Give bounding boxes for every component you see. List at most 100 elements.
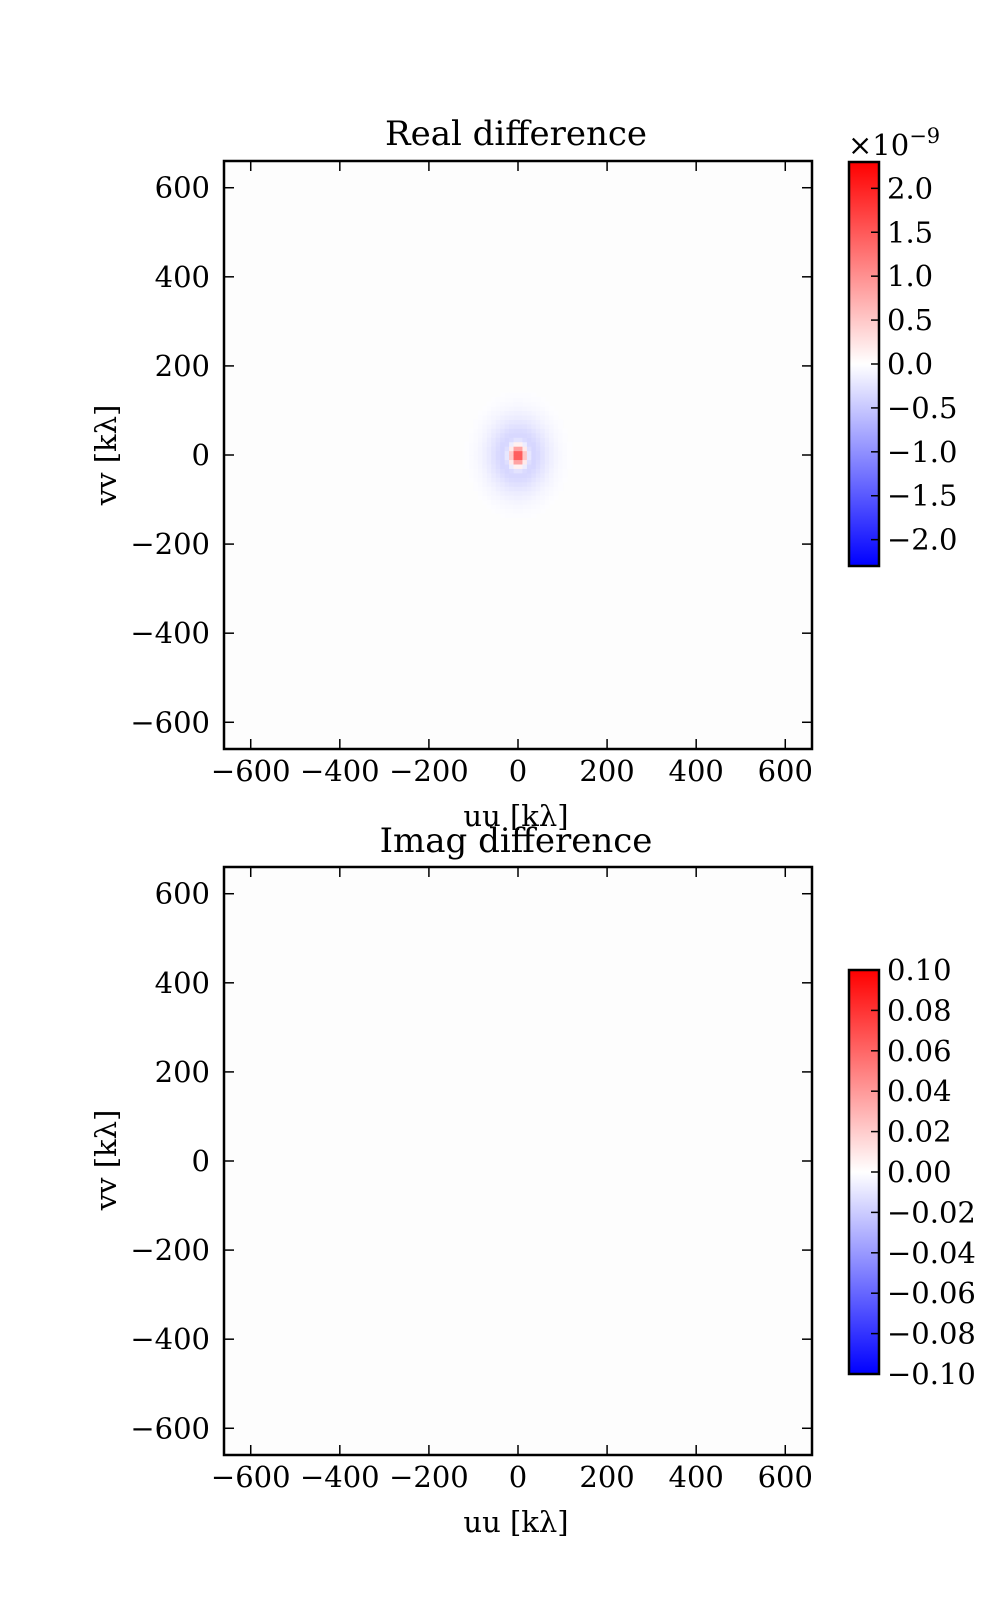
heatmap-cell bbox=[504, 508, 510, 514]
heatmap-cell bbox=[513, 468, 519, 474]
heatmap-cell bbox=[504, 401, 510, 407]
heatmap-cell bbox=[477, 495, 483, 501]
heatmap-cell bbox=[509, 428, 515, 434]
heatmap-cell bbox=[482, 428, 488, 434]
plot-frame bbox=[222, 159, 814, 751]
heatmap-cell bbox=[491, 441, 497, 447]
heatmap-cell bbox=[526, 477, 532, 483]
heatmap-cell bbox=[491, 401, 497, 407]
heatmap-cell bbox=[473, 486, 479, 492]
heatmap-cell bbox=[558, 486, 564, 492]
heatmap-cell bbox=[526, 419, 532, 425]
heatmap-cell bbox=[473, 428, 479, 434]
heatmap-cell bbox=[477, 459, 483, 465]
heatmap-cell bbox=[553, 459, 559, 465]
heatmap-cell bbox=[500, 414, 506, 420]
heatmap-cell bbox=[504, 455, 510, 461]
heatmap-cell bbox=[522, 446, 528, 452]
heatmap-cell bbox=[482, 472, 488, 478]
heatmap-cell bbox=[491, 419, 497, 425]
heatmap-cell bbox=[540, 504, 546, 510]
colorbar-multiplier-exponent: −9 bbox=[909, 124, 940, 148]
heatmap-cell bbox=[522, 459, 528, 465]
heatmap-cell bbox=[535, 490, 541, 496]
heatmap-cell bbox=[477, 428, 483, 434]
heatmap-cell bbox=[491, 468, 497, 474]
colorbar-tick-label: 0.0 bbox=[887, 347, 933, 381]
heatmap-cell bbox=[526, 423, 532, 429]
heatmap-cell bbox=[504, 463, 510, 469]
heatmap-cell bbox=[531, 450, 537, 456]
heatmap-cell bbox=[522, 472, 528, 478]
heatmap-cell bbox=[509, 455, 515, 461]
heatmap-cell bbox=[509, 468, 515, 474]
x-tick-label: −400 bbox=[300, 754, 380, 788]
heatmap-cell bbox=[473, 459, 479, 465]
heatmap-cell bbox=[495, 414, 501, 420]
heatmap-cell bbox=[509, 508, 515, 514]
heatmap-cell bbox=[553, 481, 559, 487]
heatmap-cell bbox=[477, 450, 483, 456]
heatmap-cell bbox=[504, 512, 510, 518]
heatmap-cell bbox=[491, 499, 497, 505]
heatmap-cell bbox=[477, 455, 483, 461]
heatmap-cell bbox=[473, 463, 479, 469]
x-tick-label: 400 bbox=[669, 1460, 724, 1494]
heatmap-cell bbox=[491, 410, 497, 416]
heatmap-cell bbox=[553, 446, 559, 452]
heatmap-cell bbox=[504, 410, 510, 416]
heatmap-cell bbox=[482, 459, 488, 465]
heatmap-cell bbox=[477, 410, 483, 416]
heatmap-cell bbox=[522, 486, 528, 492]
heatmap-cell bbox=[540, 481, 546, 487]
heatmap-cell bbox=[495, 504, 501, 510]
heatmap-cell bbox=[540, 450, 546, 456]
heatmap-cell bbox=[531, 423, 537, 429]
heatmap-cell bbox=[535, 419, 541, 425]
heatmap-cell bbox=[535, 477, 541, 483]
heatmap-cell bbox=[509, 490, 515, 496]
heatmap-cell bbox=[562, 428, 568, 434]
heatmap-cell bbox=[540, 446, 546, 452]
heatmap-cell bbox=[562, 446, 568, 452]
heatmap-cell bbox=[549, 423, 555, 429]
heatmap-cell bbox=[544, 499, 550, 505]
heatmap-cell bbox=[526, 463, 532, 469]
heatmap-cell bbox=[513, 441, 519, 447]
heatmap-cell bbox=[509, 477, 515, 483]
heatmap-cell bbox=[495, 437, 501, 443]
heatmap-cell bbox=[531, 512, 537, 518]
heatmap-cell bbox=[509, 406, 515, 412]
heatmap-cell bbox=[500, 477, 506, 483]
heatmap-cell bbox=[526, 441, 532, 447]
heatmap-cell bbox=[553, 441, 559, 447]
heatmap-cell bbox=[562, 441, 568, 447]
heatmap-cell bbox=[558, 437, 564, 443]
heatmap-cell bbox=[491, 450, 497, 456]
heatmap-cell bbox=[504, 490, 510, 496]
heatmap-cell bbox=[495, 481, 501, 487]
heatmap-cell bbox=[558, 455, 564, 461]
colorbar-multiplier: ×10−9 bbox=[848, 124, 940, 162]
heatmap-cell bbox=[553, 463, 559, 469]
heatmap-cell bbox=[495, 463, 501, 469]
heatmap-cell bbox=[491, 486, 497, 492]
heatmap-cell bbox=[473, 450, 479, 456]
x-tick-label: 200 bbox=[579, 1460, 634, 1494]
heatmap-cell bbox=[526, 490, 532, 496]
heatmap-cell bbox=[544, 504, 550, 510]
heatmap-cell bbox=[544, 481, 550, 487]
colorbar-tick-layer: 2.0 1.5 1.0 0.5 0.0 −0.5 −1.0 −1.5 −2.0 bbox=[871, 171, 957, 557]
heatmap-cell bbox=[544, 414, 550, 420]
heatmap-cell bbox=[504, 504, 510, 510]
colorbar-tick-label: −0.02 bbox=[887, 1195, 976, 1229]
heatmap-cell bbox=[477, 441, 483, 447]
heatmap-cell bbox=[486, 481, 492, 487]
heatmap-cell bbox=[526, 450, 532, 456]
heatmap-cell bbox=[464, 450, 470, 456]
heatmap-cell bbox=[513, 392, 519, 398]
heatmap-cell bbox=[522, 419, 528, 425]
heatmap-cell bbox=[531, 504, 537, 510]
y-tick-label: −200 bbox=[130, 1233, 210, 1267]
heatmap-cell bbox=[535, 450, 541, 456]
